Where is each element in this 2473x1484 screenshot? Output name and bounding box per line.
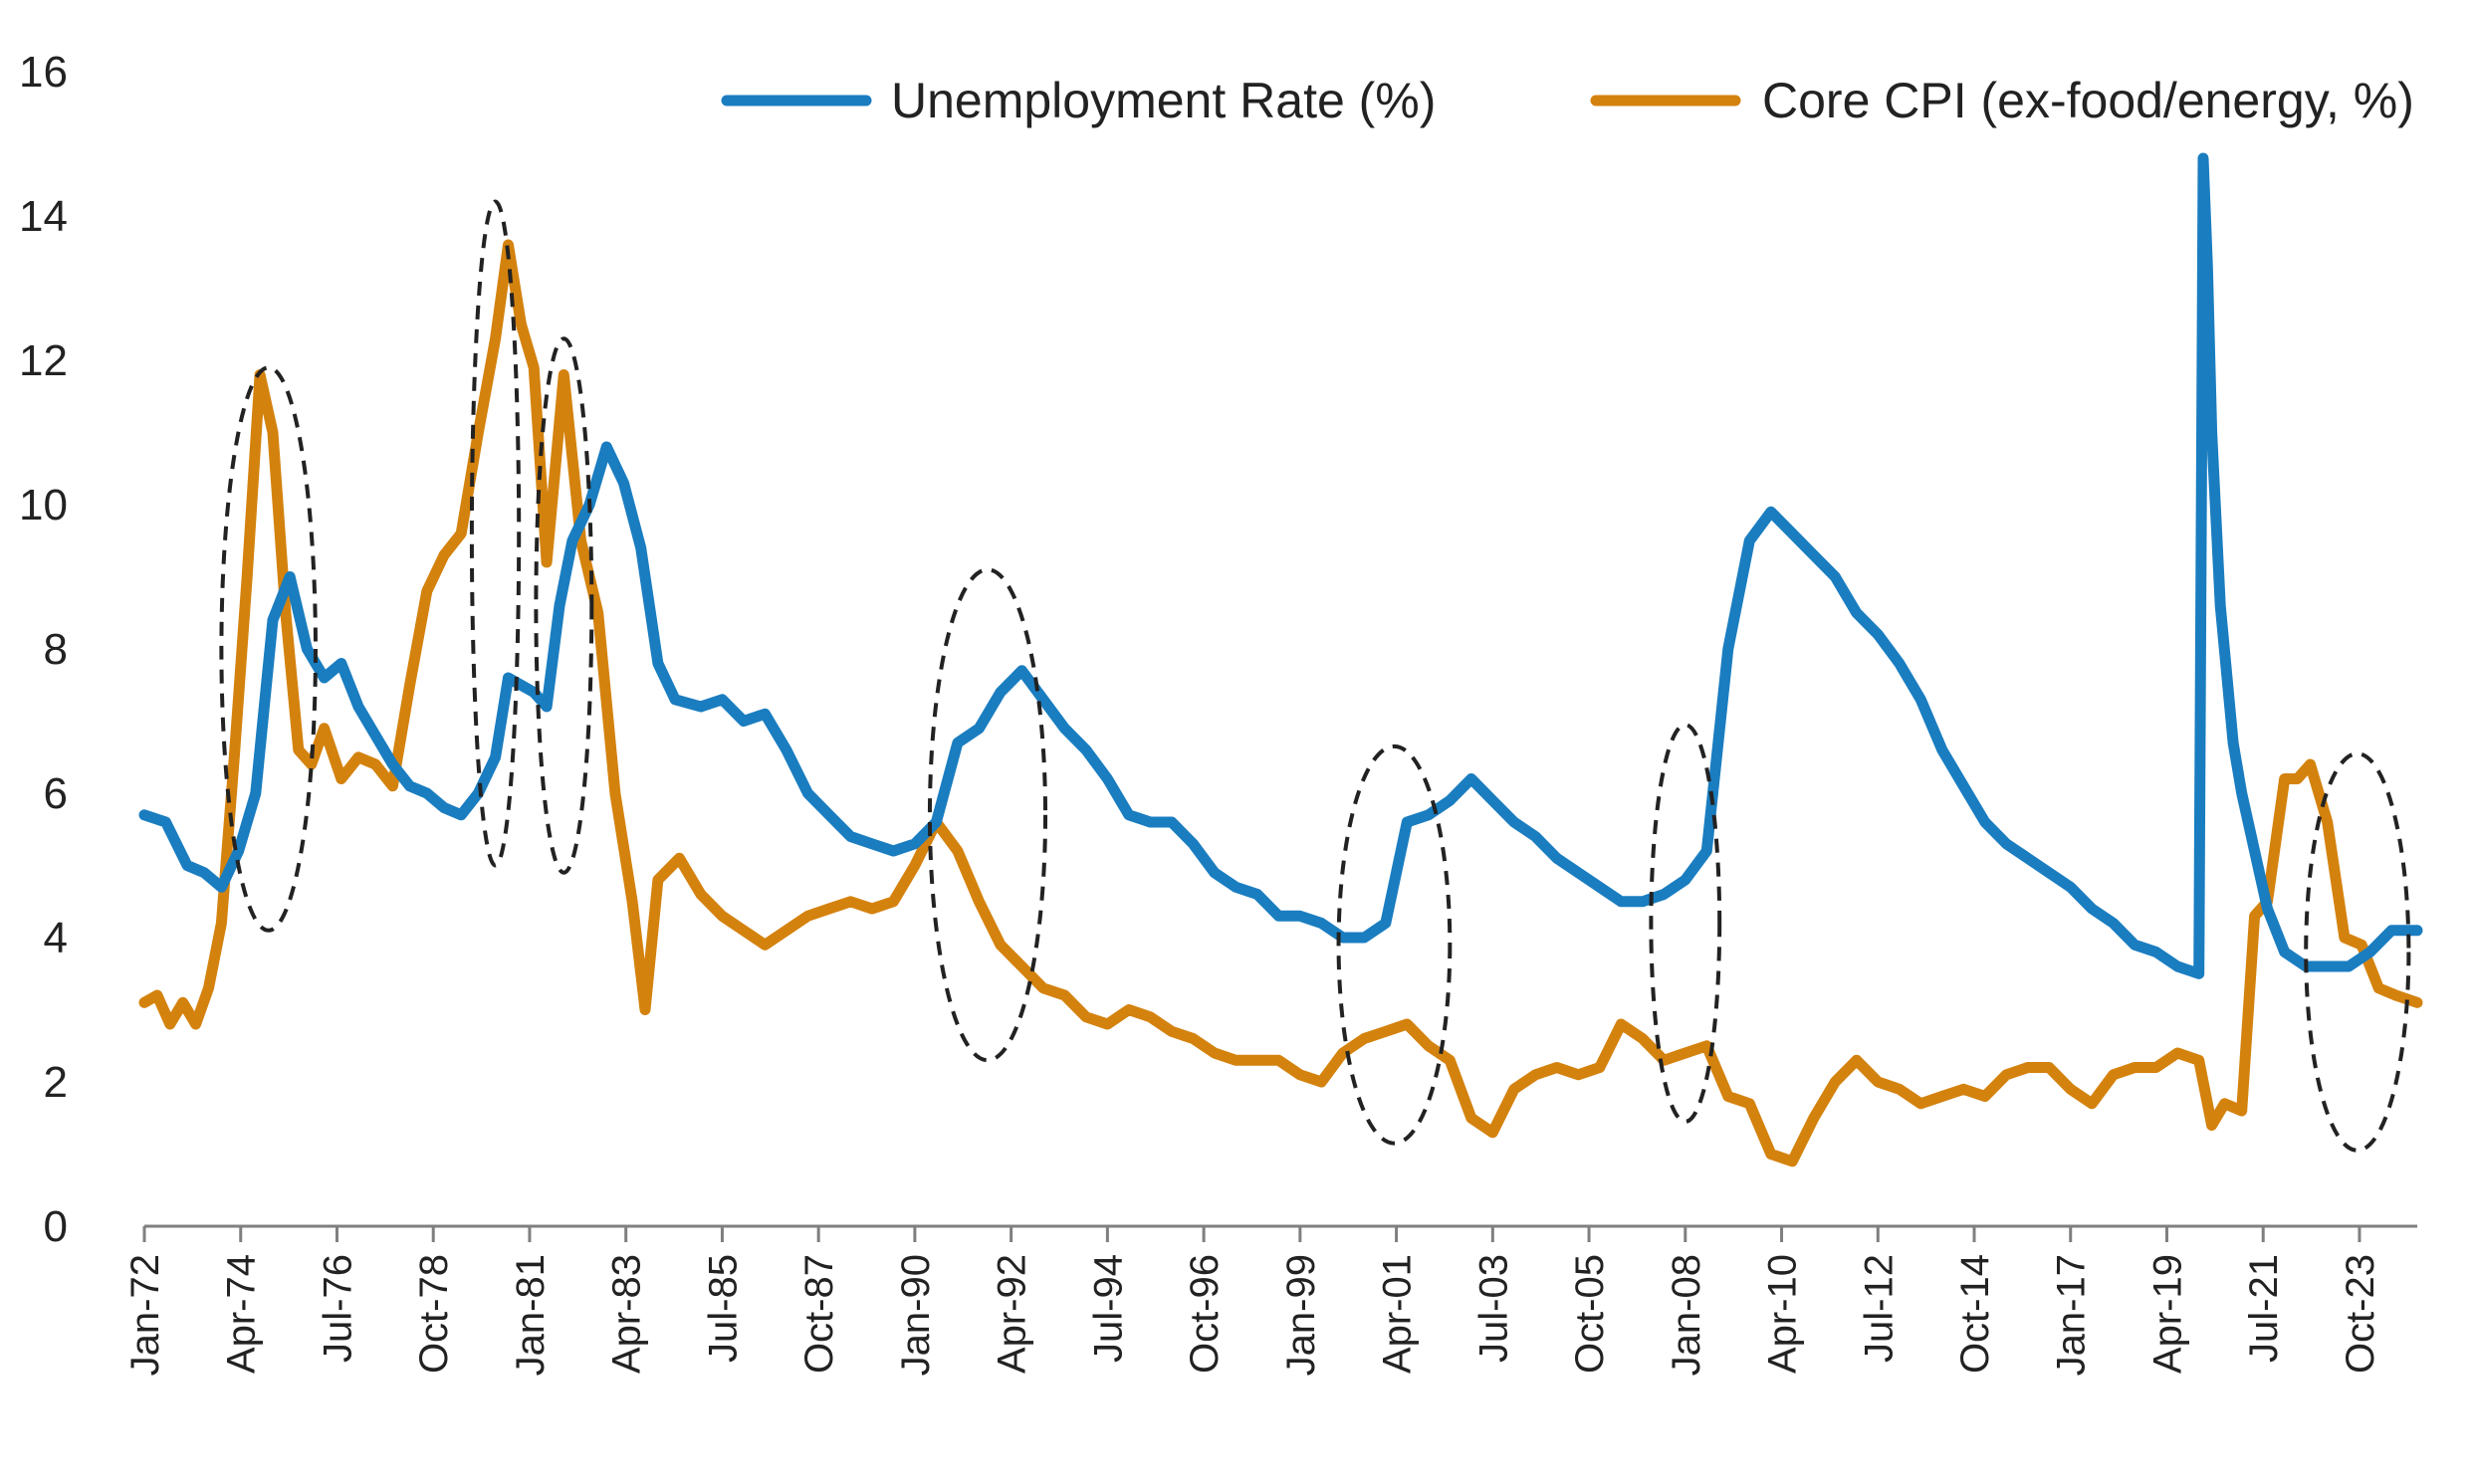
y-tick-label: 12 xyxy=(19,336,68,385)
y-tick-label: 4 xyxy=(44,914,68,962)
x-tick-label: Apr-19 xyxy=(2145,1254,2189,1374)
x-tick-label: Oct-23 xyxy=(2339,1254,2382,1374)
x-tick-label: Oct-05 xyxy=(1568,1254,1612,1374)
highlight-ellipse xyxy=(219,365,318,933)
y-tick-label: 10 xyxy=(19,481,68,530)
x-tick-label: Jan-90 xyxy=(894,1254,938,1376)
highlight-ellipse xyxy=(927,567,1048,1063)
x-tick-label: Jul-94 xyxy=(1086,1254,1130,1363)
x-tick-label: Jan-17 xyxy=(2050,1254,2094,1376)
x-tick-label: Apr-10 xyxy=(1761,1254,1805,1374)
legend-label-unemployment: Unemployment Rate (%) xyxy=(891,73,1436,128)
y-tick-label: 2 xyxy=(44,1058,68,1107)
x-tick-label: Jul-03 xyxy=(1471,1254,1515,1363)
legend: Unemployment Rate (%) Core CPI (ex-food/… xyxy=(721,73,2414,128)
x-tick-label: Jul-76 xyxy=(316,1254,359,1363)
x-tick-label: Oct-96 xyxy=(1183,1254,1227,1374)
x-tick-label: Oct-87 xyxy=(797,1254,841,1374)
y-tick-label: 0 xyxy=(44,1202,68,1251)
unemployment-rate-line xyxy=(138,152,2423,979)
y-tick-label: 6 xyxy=(44,769,68,818)
x-tick-label: Jul-21 xyxy=(2242,1254,2286,1363)
legend-label-core-cpi: Core CPI (ex-food/energy, %) xyxy=(1762,73,2414,128)
series-layer xyxy=(138,152,2423,1167)
x-tick-label: Apr-74 xyxy=(220,1254,264,1374)
y-tick-label: 14 xyxy=(19,192,68,241)
x-tick-label: Jan-99 xyxy=(1279,1254,1323,1376)
y-tick-label: 16 xyxy=(19,48,68,97)
highlight-ellipse xyxy=(469,199,522,868)
x-tick-label: Jan-08 xyxy=(1665,1254,1708,1376)
y-axis: 0 2 4 6 8 10 12 14 16 xyxy=(19,48,68,1251)
annotation-layer xyxy=(219,199,2411,1153)
highlight-ellipse xyxy=(534,336,594,875)
x-tick-label: Oct-78 xyxy=(412,1254,456,1374)
x-tick-label: Jul-12 xyxy=(1857,1254,1901,1363)
highlight-ellipse xyxy=(1649,723,1722,1124)
x-tick-label: Apr-83 xyxy=(605,1254,649,1374)
highlight-ellipse xyxy=(1336,743,1453,1146)
x-tick-label: Oct-14 xyxy=(1953,1254,1997,1374)
highlight-ellipse xyxy=(2304,751,2411,1153)
y-tick-label: 8 xyxy=(44,625,68,674)
x-tick-label: Apr-92 xyxy=(991,1254,1034,1374)
x-tick-label: Jan-81 xyxy=(509,1254,553,1376)
x-tick-label: Apr-01 xyxy=(1376,1254,1420,1374)
core-cpi-line xyxy=(138,239,2423,1167)
x-tick-label: Jan-72 xyxy=(123,1254,167,1376)
x-tick-label: Jul-85 xyxy=(701,1254,745,1363)
x-axis: Jan-72 Apr-74 Jul-76 Oct-78 Jan-81 Apr-83 Jul-… xyxy=(123,1224,2417,1376)
